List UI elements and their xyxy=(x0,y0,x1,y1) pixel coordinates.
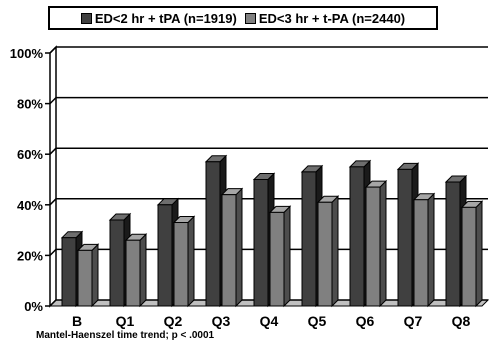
x-tick-label: B xyxy=(72,313,82,329)
bar-series-1-Q1 xyxy=(109,219,125,307)
bar-side-series-2-Q6 xyxy=(379,179,387,308)
legend-label-series-1: ED<2 hr + tPA (n=1919) xyxy=(94,10,237,26)
legend-swatch-series-1 xyxy=(80,12,92,24)
bar-side-series-2-Q8 xyxy=(475,200,483,308)
bar-series-1-Q7 xyxy=(397,168,413,307)
y-tick-label: 20% xyxy=(17,248,43,263)
bar-side-series-2-Q5 xyxy=(331,195,339,308)
y-tick-label: 100% xyxy=(10,46,44,61)
bar-side-series-2-Q4 xyxy=(283,205,291,308)
bar-side-series-2-Q7 xyxy=(427,192,435,308)
gridline-depth xyxy=(49,248,57,256)
bar-series-1-Q4 xyxy=(253,179,269,307)
legend-item-series-1: ED<2 hr + tPA (n=1919) xyxy=(80,10,237,26)
bar-side-series-2-Q1 xyxy=(139,233,147,308)
chart-annotation: Mantel-Haenszel time trend; p < .0001 xyxy=(36,330,215,341)
gridline-depth xyxy=(49,46,57,54)
x-tick-label: Q6 xyxy=(356,313,375,329)
bar-series-1-Q5 xyxy=(301,171,317,307)
gridline-depth xyxy=(49,299,57,307)
bar-series-2-Q6 xyxy=(365,186,381,307)
x-tick-label: Q1 xyxy=(116,313,135,329)
bar-series-2-Q7 xyxy=(413,199,429,307)
y-tick-label: 60% xyxy=(17,147,43,162)
y-tick-label: 0% xyxy=(24,299,43,314)
bar-series-1-Q2 xyxy=(157,204,173,307)
bar-series-1-Q8 xyxy=(445,181,461,307)
x-tick-label: Q8 xyxy=(452,313,471,329)
bar-series-1-Q6 xyxy=(349,166,365,307)
bar-series-2-Q1 xyxy=(125,239,141,307)
bar-side-series-2-Q2 xyxy=(187,215,195,308)
bar-series-2-Q2 xyxy=(173,222,189,307)
bar-series-2-Q5 xyxy=(317,201,333,307)
bar-side-series-2-B xyxy=(91,243,99,308)
bar-series-2-Q8 xyxy=(461,206,477,307)
y-tick-label: 40% xyxy=(17,198,43,213)
bar-series-1-B xyxy=(61,237,77,307)
gridline-depth xyxy=(49,147,57,155)
gridline-depth xyxy=(49,198,57,206)
legend-item-series-2: ED<3 hr + t-PA (n=2440) xyxy=(244,10,406,26)
plot-side-wall xyxy=(49,45,57,308)
bar-series-1-Q3 xyxy=(205,161,221,307)
legend: ED<2 hr + tPA (n=1919) ED<3 hr + t-PA (n… xyxy=(48,6,438,30)
x-tick-label: Q4 xyxy=(260,313,279,329)
legend-swatch-series-2 xyxy=(244,12,256,24)
y-tick-label: 80% xyxy=(17,97,43,112)
bar-side-series-2-Q3 xyxy=(235,187,243,308)
bar-series-2-B xyxy=(77,249,93,307)
x-tick-label: Q7 xyxy=(404,313,423,329)
gridline-depth xyxy=(49,97,57,105)
x-tick-label: Q5 xyxy=(308,313,327,329)
bar-series-2-Q3 xyxy=(221,194,237,307)
legend-label-series-2: ED<3 hr + t-PA (n=2440) xyxy=(258,10,406,26)
x-tick-label: Q3 xyxy=(212,313,231,329)
x-tick-label: Q2 xyxy=(164,313,183,329)
bar-series-2-Q4 xyxy=(269,211,285,307)
